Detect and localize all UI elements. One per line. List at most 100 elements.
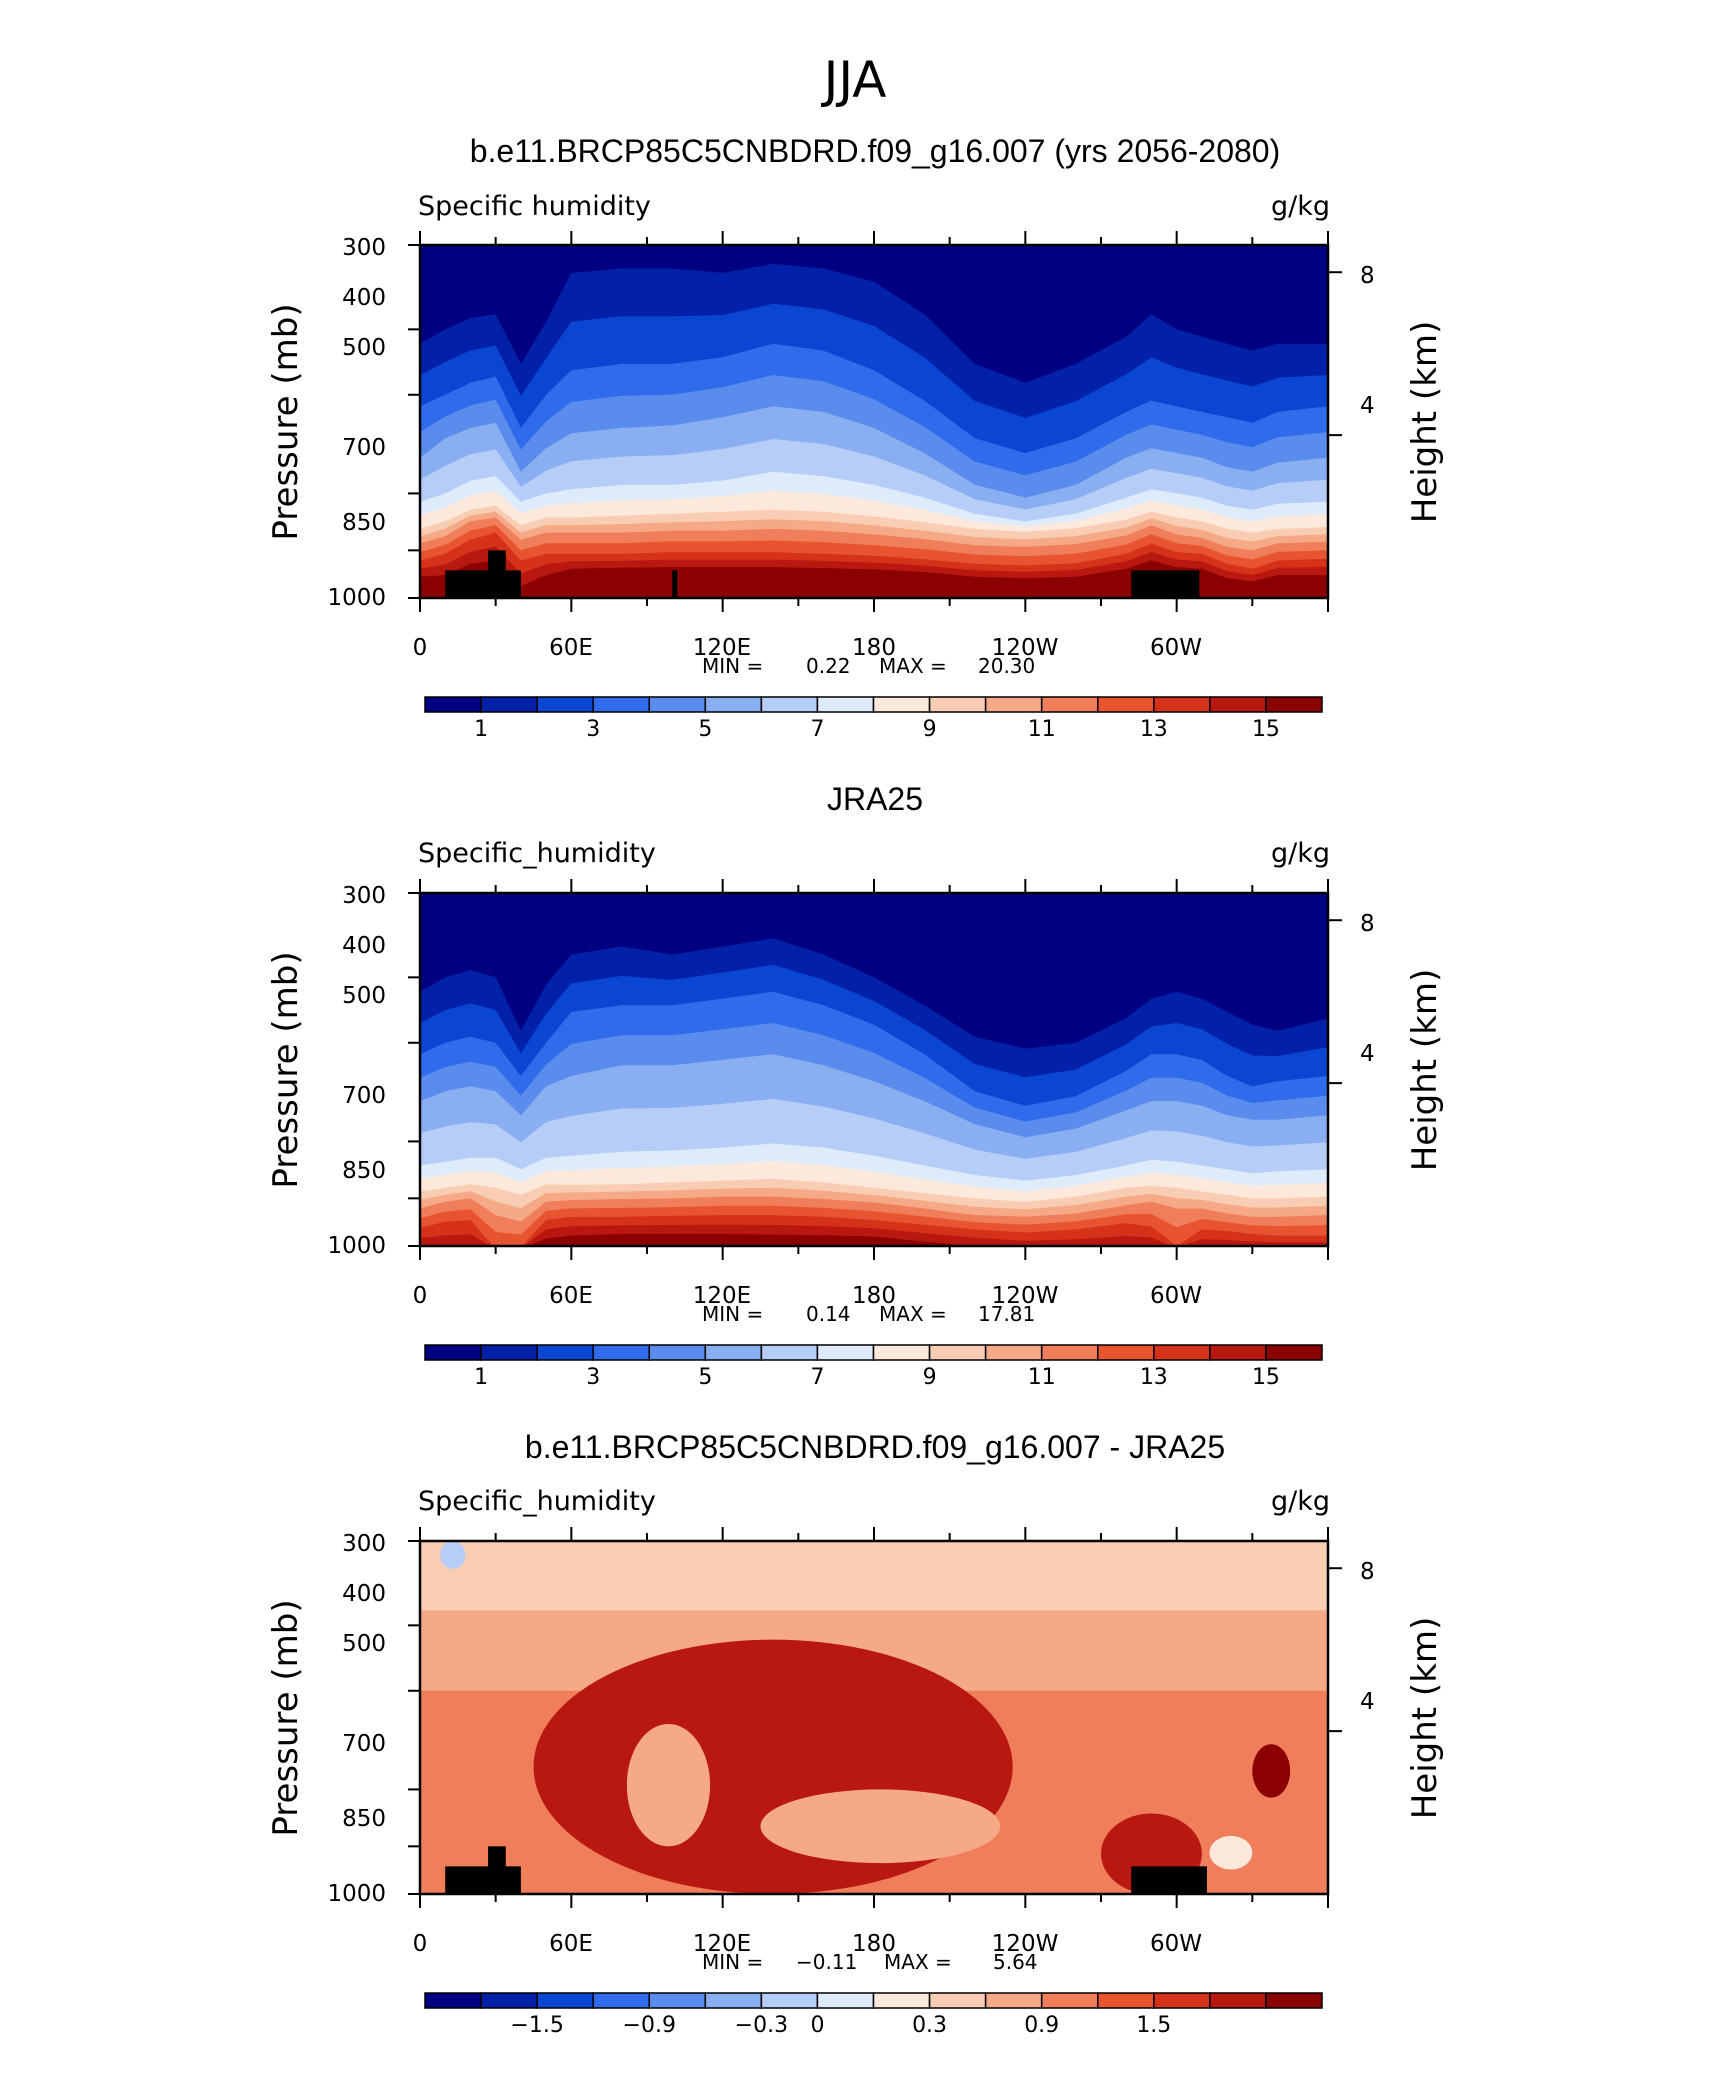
colorbar-label: 1.5 (1136, 2013, 1171, 2038)
max-value: 17.81 (978, 1302, 1035, 1326)
colorbar-box (928, 696, 987, 713)
contour-plot (408, 879, 1342, 1260)
y-tick-label: 850 (342, 1806, 386, 1832)
colorbar-box (1153, 696, 1211, 713)
colorbar-box (1040, 696, 1099, 713)
min-max-stats: MIN = 0.14 MAX = 17.81 (702, 1302, 1035, 1326)
x-tick-label: 120W (992, 1283, 1059, 1309)
y2-axis-label: Height (km) (1405, 321, 1445, 524)
min-max-stats: MIN = −0.11 MAX = 5.64 (702, 1950, 1038, 1974)
y-tick-labels: 300 400 500 700 850 1000 (327, 235, 386, 611)
colorbar-box (928, 1344, 987, 1361)
min-value: −0.11 (796, 1950, 857, 1974)
min-label: MIN = (702, 654, 763, 678)
y-axis-label: Pressure (mb) (266, 303, 306, 540)
x-tick-label: 60W (1150, 635, 1202, 661)
colorbar-box (1153, 1992, 1211, 2009)
colorbar-box (760, 1344, 819, 1361)
colorbar-box (480, 696, 538, 713)
min-value: 0.14 (806, 1302, 851, 1326)
variable-label: Specific_humidity (418, 838, 656, 869)
y-tick-label: 400 (342, 285, 386, 311)
colorbar-box (536, 1992, 594, 2009)
colorbar-box (760, 1992, 819, 2009)
colorbar-label: 7 (810, 717, 824, 742)
x-tick-label: 0 (413, 635, 428, 661)
panel-model: b.e11.BRCP85C5CNBDRD.f09_g16.007 (yrs 20… (266, 133, 1445, 742)
x-tick-label: 0 (413, 1931, 428, 1957)
terrain-mask (672, 570, 678, 598)
y2-tick-label: 4 (1360, 1689, 1375, 1715)
colorbar-box (1265, 696, 1323, 713)
colorbar-box (424, 1344, 482, 1361)
colorbar-box (1097, 1344, 1155, 1361)
plot-body (420, 245, 1328, 598)
units-label: g/kg (1271, 1486, 1330, 1517)
variable-label: Specific humidity (418, 191, 651, 222)
colorbar-box (480, 1992, 538, 2009)
x-tick-labels: 0 60E 120E 180 120W 60W (413, 1931, 1202, 1957)
colorbar-box (816, 1992, 875, 2009)
colorbar-box (536, 1344, 594, 1361)
x-tick-label: 60E (549, 635, 593, 661)
colorbar-box (648, 1344, 707, 1361)
colorbar-box (704, 1992, 763, 2009)
y-tick-label: 850 (342, 1158, 386, 1184)
colorbar-box (592, 1344, 650, 1361)
min-max-stats: MIN = 0.22 MAX = 20.30 (702, 654, 1035, 678)
contour-region (760, 1789, 1001, 1864)
colorbar-label: 0.3 (912, 2013, 947, 2038)
variable-label: Specific_humidity (418, 1486, 656, 1517)
y2-tick-label: 4 (1360, 393, 1375, 419)
x-tick-labels: 0 60E 120E 180 120W 60W (413, 635, 1202, 661)
terrain-mask (445, 570, 521, 598)
y-tick-label: 400 (342, 933, 386, 959)
panel-observation: JRA25 Specific_humidity g/kg Pressure (m… (266, 781, 1445, 1390)
colorbar-box (816, 1344, 875, 1361)
colorbar-box (1097, 696, 1155, 713)
max-label: MAX = (879, 654, 947, 678)
y-tick-label: 400 (342, 1581, 386, 1607)
min-value: 0.22 (806, 654, 851, 678)
colorbar-box (424, 1992, 482, 2009)
max-value: 5.64 (993, 1950, 1038, 1974)
figure-title: JJA (821, 51, 887, 109)
y-tick-label: 1000 (327, 1881, 386, 1907)
y2-tick-label: 8 (1360, 1559, 1375, 1585)
y2-tick-label: 8 (1360, 263, 1375, 289)
max-label: MAX = (884, 1950, 952, 1974)
contour-band (420, 1234, 1328, 1246)
colorbar-box (984, 1992, 1043, 2009)
y-tick-label: 700 (342, 1083, 386, 1109)
colorbar-box (984, 1344, 1043, 1361)
colorbar-label: 5 (698, 717, 712, 742)
colorbar-box (536, 696, 594, 713)
contour-region (440, 1541, 466, 1569)
colorbar-label: 0 (810, 2013, 824, 2038)
contour-band (420, 560, 1328, 598)
x-tick-label: 0 (413, 1283, 428, 1309)
colorbar-box (1209, 1344, 1267, 1361)
panel-difference: b.e11.BRCP85C5CNBDRD.f09_g16.007 - JRA25… (266, 1429, 1445, 2038)
terrain-mask (488, 550, 506, 598)
y2-axis-label: Height (km) (1405, 1617, 1445, 1820)
colorbar-label: 15 (1252, 1365, 1280, 1390)
colorbar-box (480, 1344, 538, 1361)
y-tick-label: 300 (342, 235, 386, 261)
colorbar-box (648, 696, 707, 713)
min-label: MIN = (702, 1302, 763, 1326)
x-tick-label: 60E (549, 1283, 593, 1309)
terrain-mask (488, 1846, 506, 1894)
colorbar-label: 9 (923, 1365, 937, 1390)
x-tick-label: 120W (992, 1931, 1059, 1957)
panel-title: b.e11.BRCP85C5CNBDRD.f09_g16.007 - JRA25 (525, 1429, 1225, 1465)
colorbar-box (760, 696, 819, 713)
plot-body (420, 1541, 1328, 1894)
y-tick-label: 500 (342, 983, 386, 1009)
contour-region (1209, 1835, 1253, 1870)
y-tick-label: 500 (342, 1631, 386, 1657)
colorbar-box (1040, 1344, 1099, 1361)
contour-plot (408, 231, 1342, 612)
colorbar-box (816, 696, 875, 713)
colorbar-box (704, 1344, 763, 1361)
